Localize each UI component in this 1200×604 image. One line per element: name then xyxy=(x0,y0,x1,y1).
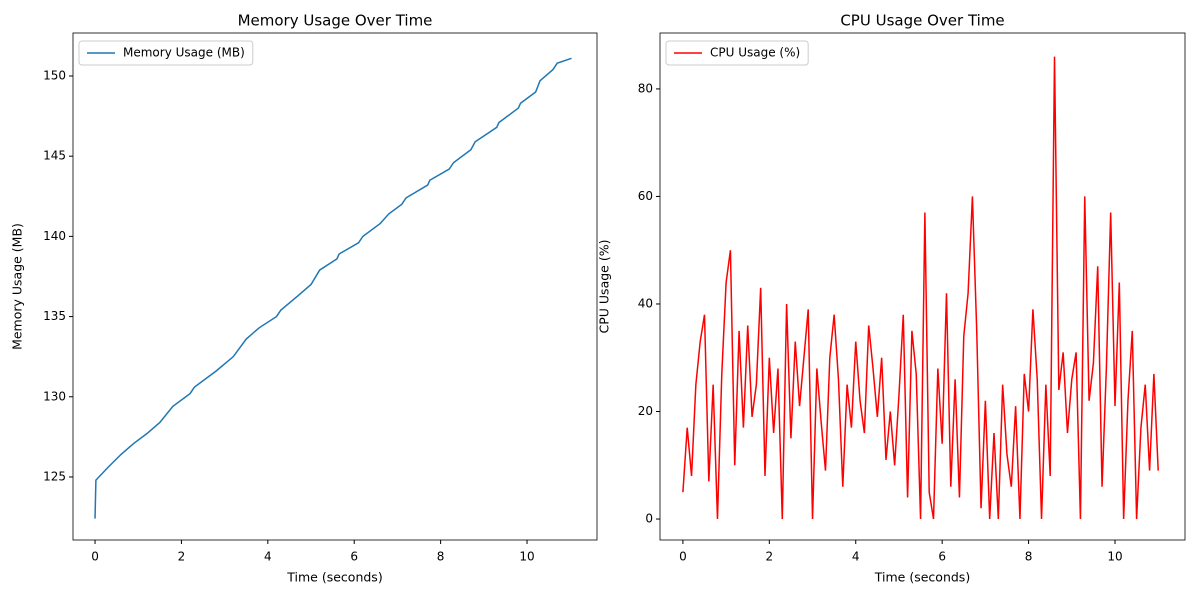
axes-frame xyxy=(659,32,1186,541)
x-tick-label: 4 xyxy=(264,550,272,564)
chart-title: CPU Usage Over Time xyxy=(840,12,1004,30)
chart-title: Memory Usage Over Time xyxy=(238,12,433,30)
x-tick-label: 6 xyxy=(938,550,946,564)
x-tick-label: 2 xyxy=(178,550,186,564)
y-axis-label: CPU Usage (%) xyxy=(597,240,612,334)
x-axis-label: Time (seconds) xyxy=(286,570,382,585)
data-line xyxy=(682,56,1159,520)
x-tick-label: 10 xyxy=(1107,550,1122,564)
x-tick-label: 0 xyxy=(91,550,99,564)
legend: Memory Usage (MB) xyxy=(78,40,254,66)
y-tick-label: 150 xyxy=(43,68,66,82)
legend: CPU Usage (%) xyxy=(665,40,809,66)
y-tick-label: 40 xyxy=(638,296,653,310)
x-tick-label: 0 xyxy=(679,550,687,564)
y-tick-label: 135 xyxy=(43,309,66,323)
y-tick-label: 20 xyxy=(638,404,653,418)
x-tick-label: 2 xyxy=(766,550,774,564)
data-line xyxy=(94,57,572,519)
y-tick-label: 145 xyxy=(43,149,66,163)
y-tick-label: 140 xyxy=(43,229,66,243)
y-tick-label: 0 xyxy=(645,512,653,526)
y-tick-label: 125 xyxy=(43,469,66,483)
legend-label: CPU Usage (%) xyxy=(710,46,800,60)
legend-label: Memory Usage (MB) xyxy=(123,46,245,60)
legend-frame xyxy=(78,40,254,66)
y-tick-label: 60 xyxy=(638,189,653,203)
y-axis-label: Memory Usage (MB) xyxy=(10,223,25,350)
x-tick-label: 4 xyxy=(852,550,860,564)
legend-frame xyxy=(665,40,809,66)
axes-frame xyxy=(72,32,598,541)
y-tick-label: 80 xyxy=(638,81,653,95)
x-tick-label: 10 xyxy=(519,550,534,564)
y-tick-label: 130 xyxy=(43,389,66,403)
x-tick-label: 8 xyxy=(437,550,445,564)
x-tick-label: 8 xyxy=(1025,550,1033,564)
x-axis-label: Time (seconds) xyxy=(874,570,970,585)
x-tick-label: 6 xyxy=(350,550,358,564)
